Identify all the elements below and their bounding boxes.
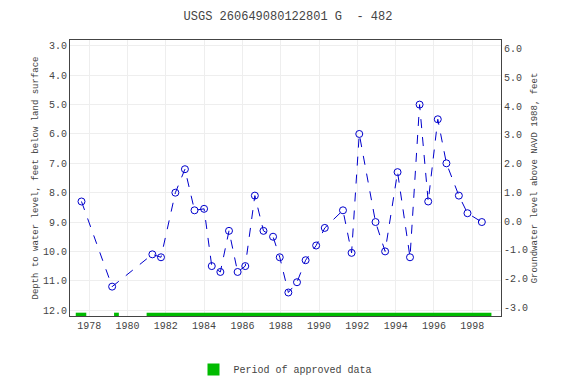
svg-text:0.0: 0.0 bbox=[504, 217, 522, 228]
svg-text:1982: 1982 bbox=[154, 321, 178, 332]
svg-text:3.0: 3.0 bbox=[49, 41, 67, 52]
svg-text:1986: 1986 bbox=[230, 321, 254, 332]
svg-text:10.0: 10.0 bbox=[43, 247, 67, 258]
svg-text:1998: 1998 bbox=[460, 321, 484, 332]
svg-text:2.0: 2.0 bbox=[504, 159, 522, 170]
svg-text:11.0: 11.0 bbox=[43, 276, 67, 287]
svg-text:-3.0: -3.0 bbox=[504, 303, 528, 314]
svg-text:4.0: 4.0 bbox=[49, 71, 67, 82]
svg-text:Depth to water level, feet bel: Depth to water level, feet below land su… bbox=[31, 56, 41, 299]
svg-text:6.0: 6.0 bbox=[49, 129, 67, 140]
svg-text:9.0: 9.0 bbox=[49, 218, 67, 229]
svg-text:-2.0: -2.0 bbox=[504, 274, 528, 285]
svg-text:12.0: 12.0 bbox=[43, 306, 67, 317]
svg-text:7.0: 7.0 bbox=[49, 159, 67, 170]
svg-text:USGS 260649080122801 G - 482: USGS 260649080122801 G - 482 bbox=[184, 10, 393, 24]
svg-text:1.0: 1.0 bbox=[504, 188, 522, 199]
svg-text:1996: 1996 bbox=[422, 321, 446, 332]
svg-text:1992: 1992 bbox=[345, 321, 369, 332]
svg-text:1994: 1994 bbox=[384, 321, 408, 332]
svg-text:4.0: 4.0 bbox=[504, 102, 522, 113]
svg-text:3.0: 3.0 bbox=[504, 130, 522, 141]
svg-text:1984: 1984 bbox=[192, 321, 216, 332]
svg-text:1978: 1978 bbox=[77, 321, 101, 332]
svg-text:Groundwater level above NAVD 1: Groundwater level above NAVD 1988, feet bbox=[530, 73, 540, 284]
svg-text:1990: 1990 bbox=[307, 321, 331, 332]
svg-text:1980: 1980 bbox=[115, 321, 139, 332]
svg-text:5.0: 5.0 bbox=[49, 100, 67, 111]
svg-text:1988: 1988 bbox=[269, 321, 293, 332]
svg-text:5.0: 5.0 bbox=[504, 73, 522, 84]
svg-text:6.0: 6.0 bbox=[504, 44, 522, 55]
svg-text:8.0: 8.0 bbox=[49, 188, 67, 199]
svg-text:-1.0: -1.0 bbox=[504, 245, 528, 256]
svg-text:Period of approved data: Period of approved data bbox=[234, 365, 372, 376]
